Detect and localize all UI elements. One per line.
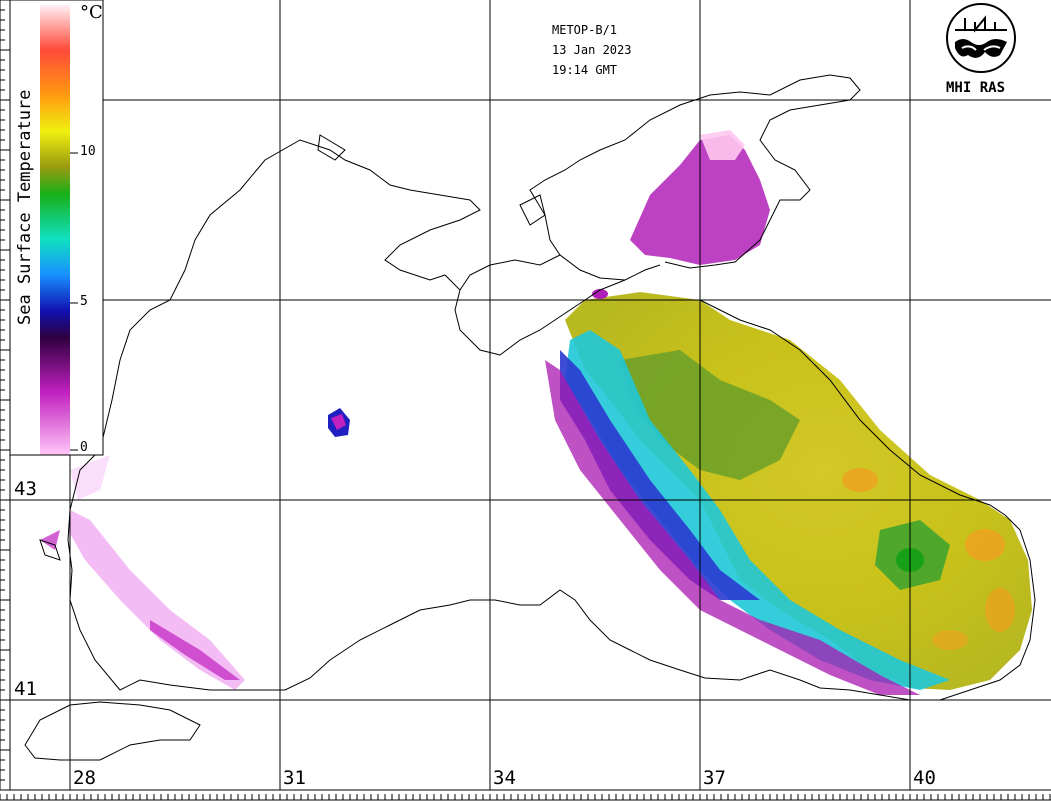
logo-text: MHI RAS — [946, 80, 1006, 96]
lat-label-41: 41 — [14, 678, 37, 700]
colorbar — [9, 0, 104, 456]
green-interior — [620, 350, 800, 480]
colorbar-unit: °C — [80, 2, 103, 23]
lon-label-34: 34 — [493, 767, 516, 789]
colorbar-tick-10: 10 — [80, 144, 96, 159]
lon-label-31: 31 — [283, 767, 306, 789]
lon-label-40: 40 — [913, 767, 936, 789]
left-tick-border — [0, 0, 11, 791]
graticule — [10, 0, 1051, 790]
time-label: 19:14 GMT — [552, 63, 618, 77]
mhi-ras-emblem-icon — [946, 3, 1016, 73]
colorbar-tick-5: 5 — [80, 294, 88, 309]
lat-label-43: 43 — [14, 478, 37, 500]
lon-label-28: 28 — [73, 767, 96, 789]
lon-label-37: 37 — [703, 767, 726, 789]
colorbar-tick-0: 0 — [80, 440, 88, 455]
satellite-label: METOP-B/1 — [552, 23, 618, 37]
sst-field — [40, 130, 1032, 695]
west-pink-streaks — [68, 510, 245, 690]
colorbar-gradient — [40, 5, 70, 455]
cool-front-band — [565, 330, 950, 690]
colorbar-title: Sea Surface Temperature — [15, 89, 35, 325]
date-label: 13 Jan 2023 — [552, 43, 632, 57]
